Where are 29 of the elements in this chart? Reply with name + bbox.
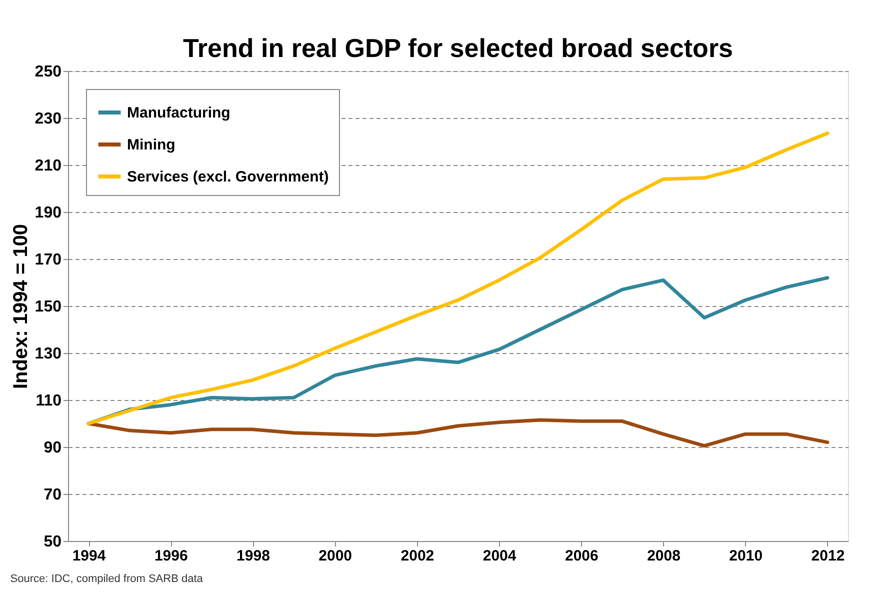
y-tick-label: 190: [34, 204, 62, 222]
legend-label: Services (excl. Government): [127, 168, 329, 186]
y-tick-label: 210: [34, 158, 62, 174]
x-tick-label: 2006: [564, 548, 598, 564]
chart-title: Trend in real GDP for selected broad sectors: [182, 33, 734, 63]
y-tick-label: 170: [34, 252, 62, 268]
y-tick-label: 250: [34, 64, 62, 80]
y-tick-label: 150: [34, 298, 62, 316]
legend-label: Manufacturing: [127, 104, 230, 122]
y-tick-label: 90: [44, 440, 62, 456]
y-tick-label: 130: [34, 346, 62, 362]
y-tick-label: 70: [44, 486, 62, 504]
legend-label: Mining: [127, 136, 176, 154]
y-tick-label: 110: [36, 392, 62, 410]
line-series: [86, 418, 830, 448]
x-tick-label: 2002: [400, 548, 434, 564]
line-series: [86, 132, 830, 426]
x-tick-label: 2010: [729, 548, 763, 564]
x-tick-label: 2008: [647, 548, 680, 564]
x-tick-label: 1994: [72, 548, 106, 564]
x-tick-label: 2000: [318, 548, 352, 564]
x-tick-label: 2012: [811, 548, 845, 564]
x-tick-label: 2004: [482, 548, 517, 564]
y-axis-title: Index: 1994 = 100: [10, 224, 32, 390]
x-tick-label: 1998: [236, 548, 270, 564]
y-tick-label: 230: [34, 110, 62, 128]
y-tick-label: 50: [44, 534, 62, 550]
x-tick-label: 1996: [154, 548, 188, 564]
source-note: Source: IDC, compiled from SARB data: [10, 573, 204, 585]
